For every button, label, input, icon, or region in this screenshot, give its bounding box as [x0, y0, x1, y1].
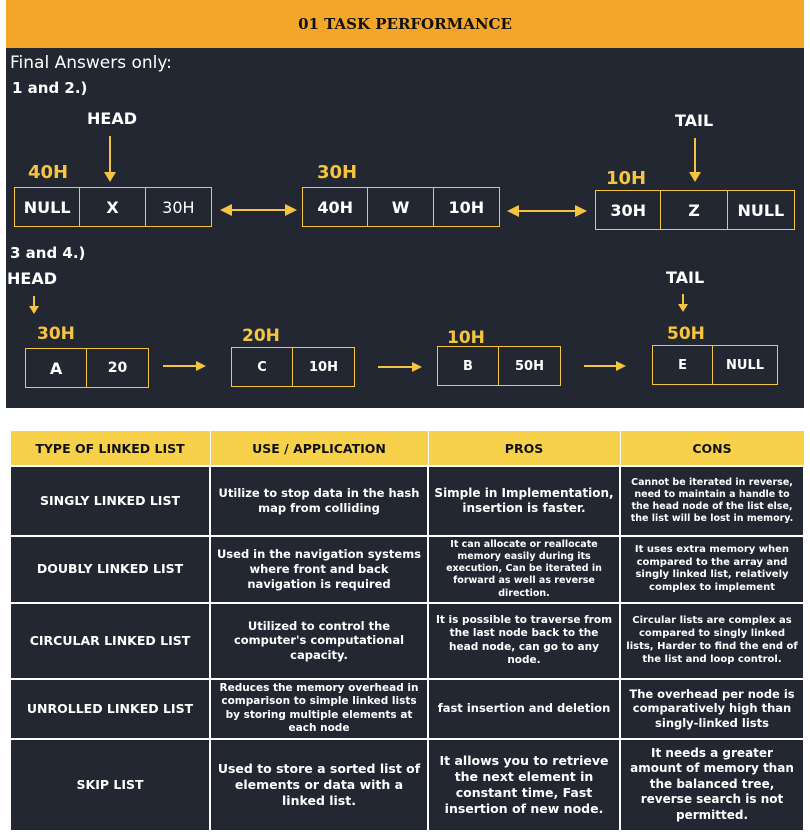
table-row: UNROLLED LINKED LIST Reduces the memory …: [9, 677, 805, 740]
row-cons: The overhead per node is comparatively h…: [619, 677, 805, 740]
node-b-address: 10H: [447, 328, 485, 348]
row-pros: Simple in Implementation, insertion is f…: [427, 465, 621, 537]
row-use: Reduces the memory overhead in compariso…: [209, 677, 429, 740]
node-a-next: 20: [107, 360, 128, 376]
row-use: Utilize to stop data in the hash map fro…: [209, 465, 429, 537]
row-type: DOUBLY LINKED LIST: [9, 535, 211, 604]
node3-prev: 30H: [596, 191, 662, 229]
row-type: CIRCULAR LINKED LIST: [9, 601, 211, 680]
row-cons: Cannot be iterated in reverse, need to m…: [619, 465, 805, 537]
node-a-data: A: [26, 349, 88, 387]
node-e-next: NULL: [726, 357, 765, 373]
node1-address: 40H: [28, 162, 69, 183]
part2-tail-arrow: [678, 294, 688, 312]
node1-next: 30H: [162, 197, 195, 217]
header-use: USE / APPLICATION: [209, 430, 429, 467]
node-a: A 20: [25, 348, 149, 388]
node2-node3-link: [507, 205, 587, 217]
node3-data: Z: [661, 191, 728, 229]
part1-head-arrow: [104, 136, 116, 182]
banner-title: 01 TASK PERFORMANCE: [6, 0, 804, 48]
row-cons: It uses extra memory when compared to th…: [619, 535, 805, 604]
node-c-next: 10H: [309, 359, 338, 375]
table-header-row: TYPE OF LINKED LIST USE / APPLICATION PR…: [9, 430, 805, 467]
table-row: DOUBLY LINKED LIST Used in the navigatio…: [9, 535, 805, 604]
node-e-data: E: [653, 346, 714, 384]
part1-tail-arrow: [689, 138, 701, 182]
node1: NULL X 30H: [14, 187, 212, 227]
part2-label: 3 and 4.): [10, 244, 86, 262]
intro-text: Final Answers only:: [10, 53, 172, 73]
node3-address: 10H: [606, 168, 647, 189]
row-pros: It can allocate or reallocate memory eas…: [427, 535, 621, 604]
part2-head-arrow: [29, 296, 39, 314]
node-b-node-e-link: [584, 361, 626, 371]
node-b: B 50H: [437, 346, 561, 386]
row-use: Used in the navigation systems where fro…: [209, 535, 429, 604]
linked-list-table: TYPE OF LINKED LIST USE / APPLICATION PR…: [9, 430, 805, 832]
header-pros: PROS: [427, 430, 621, 467]
part1-tail-label: TAIL: [675, 111, 714, 130]
row-use: Used to store a sorted list of elements …: [209, 737, 429, 832]
node-c: C 10H: [231, 347, 355, 387]
row-type: UNROLLED LINKED LIST: [9, 677, 211, 740]
node2-prev: 40H: [303, 188, 369, 226]
node2-next: 10H: [448, 197, 485, 217]
node1-data: X: [80, 188, 146, 226]
node-c-data: C: [232, 348, 294, 386]
part2-head-label: HEAD: [7, 269, 57, 288]
node-c-node-b-link: [378, 362, 422, 372]
node3: 30H Z NULL: [595, 190, 795, 230]
node-b-next: 50H: [515, 358, 544, 374]
part2-tail-label: TAIL: [666, 268, 705, 287]
node-e-address: 50H: [667, 324, 705, 344]
part1-head-label: HEAD: [87, 109, 137, 128]
node-b-data: B: [438, 347, 500, 385]
row-cons: It needs a greater amount of memory than…: [619, 737, 805, 832]
part1-label: 1 and 2.): [12, 79, 88, 97]
table-row: SINGLY LINKED LIST Utilize to stop data …: [9, 465, 805, 537]
node2-data: W: [368, 188, 434, 226]
node1-node2-link: [220, 204, 297, 216]
node-a-address: 30H: [37, 324, 75, 344]
row-cons: Circular lists are complex as compared t…: [619, 601, 805, 680]
row-pros: fast insertion and deletion: [427, 677, 621, 740]
table-row: SKIP LIST Used to store a sorted list of…: [9, 737, 805, 832]
row-use: Utilized to control the computer's compu…: [209, 601, 429, 680]
row-pros: It allows you to retrieve the next eleme…: [427, 737, 621, 832]
header-cons: CONS: [619, 430, 805, 467]
row-pros: It is possible to traverse from the last…: [427, 601, 621, 680]
table-row: CIRCULAR LINKED LIST Utilized to control…: [9, 601, 805, 680]
arrows-layer: [29, 136, 701, 372]
header-type: TYPE OF LINKED LIST: [9, 430, 211, 467]
node-a-node-c-link: [163, 361, 206, 371]
diagram-panel: 01 TASK PERFORMANCE Final Answers only: …: [6, 0, 804, 408]
node-e: E NULL: [652, 345, 778, 385]
row-type: SKIP LIST: [9, 737, 211, 832]
row-type: SINGLY LINKED LIST: [9, 465, 211, 537]
node1-prev: NULL: [15, 188, 81, 226]
node-c-address: 20H: [242, 326, 280, 346]
node2-address: 30H: [317, 162, 358, 183]
node3-next: NULL: [737, 200, 785, 220]
node2: 40H W 10H: [302, 187, 500, 227]
